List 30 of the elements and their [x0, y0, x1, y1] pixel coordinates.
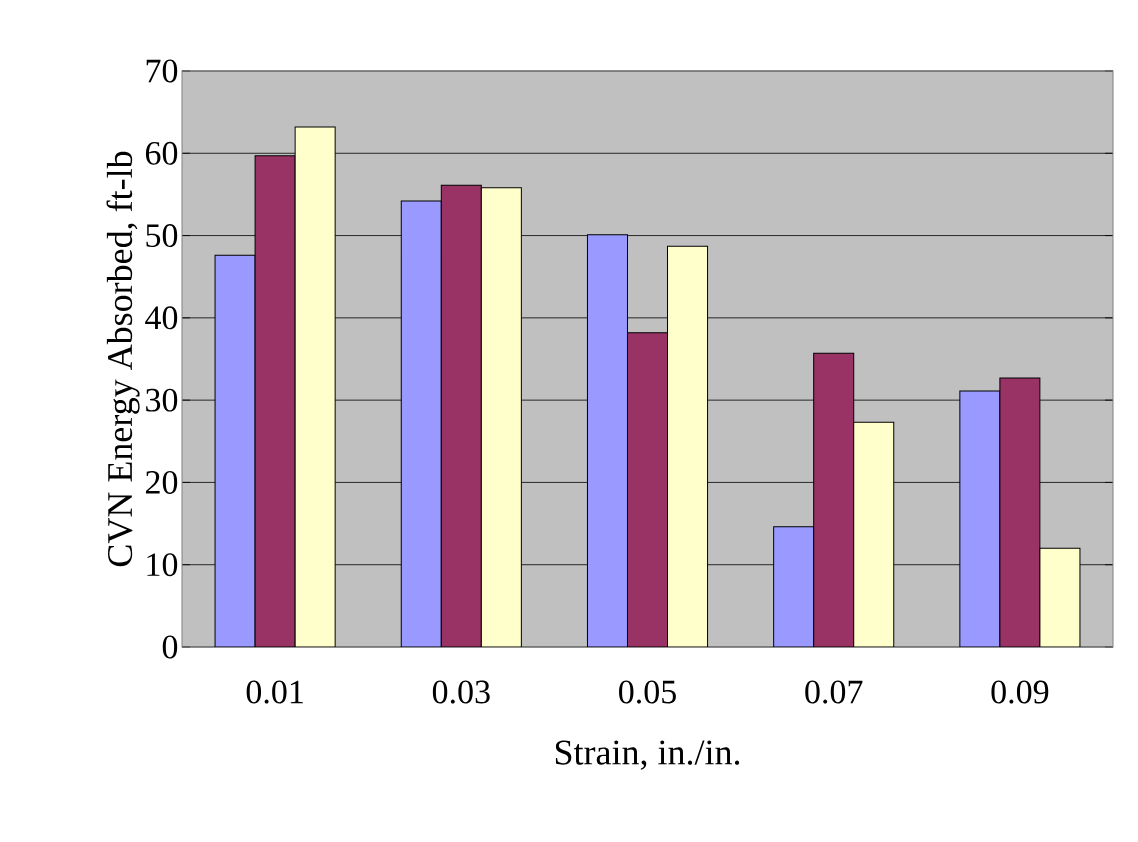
bar [294, 126, 336, 647]
bar [667, 245, 709, 647]
bar [959, 390, 1001, 647]
bar [773, 526, 815, 647]
y-tick-label: 60 [145, 141, 178, 165]
y-tick-label: 10 [147, 553, 178, 577]
bar [254, 155, 296, 647]
y-tick-label: 30 [146, 388, 178, 412]
bar [586, 234, 628, 647]
bar [400, 200, 442, 647]
y-axis-title: CVN Energy Absorbed, ft-lb [106, 151, 140, 567]
y-tick-label: 50 [146, 224, 178, 248]
x-tick-label: 0.07 [805, 680, 863, 704]
x-axis-title: Strain, in./in. [555, 740, 740, 770]
x-tick-label: 0.03 [432, 680, 490, 704]
bar [853, 421, 895, 647]
y-tick-label: 0 [162, 635, 178, 659]
y-tick-label: 40 [145, 306, 178, 330]
x-tick-label: 0.05 [619, 680, 676, 704]
bar [1039, 547, 1081, 647]
x-tick-label: 0.01 [246, 680, 303, 704]
x-tick-label: 0.09 [991, 680, 1049, 704]
y-tick-label: 70 [146, 59, 178, 83]
bar [480, 187, 522, 647]
bar [626, 332, 669, 647]
bar [813, 352, 855, 647]
bar [999, 377, 1041, 647]
bar [214, 254, 256, 647]
y-tick-label: 20 [145, 470, 178, 494]
bar [440, 184, 482, 647]
